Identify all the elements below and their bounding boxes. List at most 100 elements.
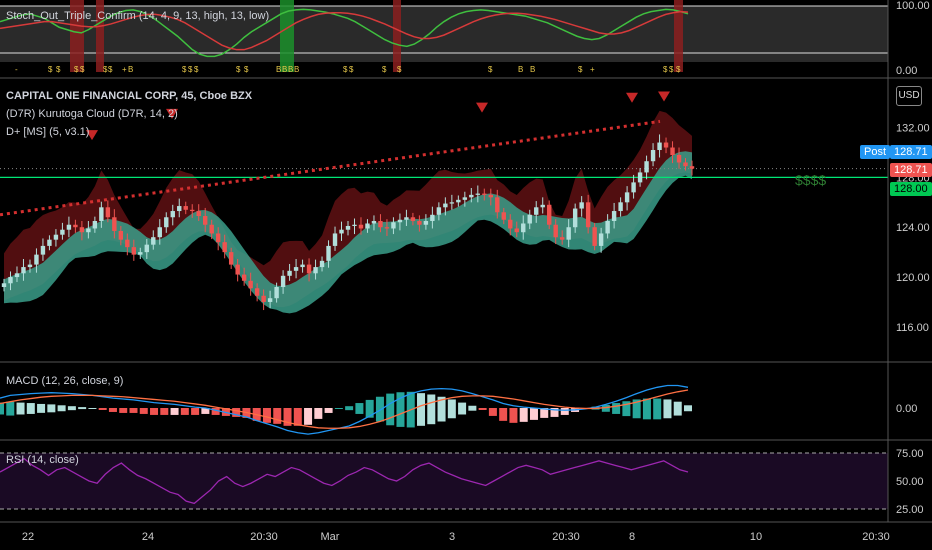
- candle-body: [14, 273, 20, 278]
- macd-histogram-bar: [417, 393, 426, 426]
- candle-body: [306, 264, 312, 274]
- macd-histogram-bar: [427, 394, 436, 425]
- last-price-tag: 128.71: [890, 163, 932, 177]
- stoch-signal-marker: $: [578, 65, 583, 74]
- macd-histogram-bar: [365, 399, 374, 418]
- x-tick-label: 22: [22, 531, 34, 543]
- candle-body: [553, 224, 558, 238]
- candle-body: [215, 233, 221, 243]
- candle-body: [222, 242, 227, 253]
- stoch-signal-marker: $: [182, 65, 187, 74]
- candle-body: [566, 227, 571, 240]
- macd-histogram-bar: [653, 398, 662, 420]
- candle-body: [40, 245, 46, 255]
- sell-triangle: [658, 91, 670, 102]
- macd-title[interactable]: MACD (12, 26, close, 9): [6, 375, 124, 387]
- candle-body: [280, 275, 286, 288]
- macd-histogram-bar: [324, 408, 333, 413]
- stoch-signal-marker: $: [343, 65, 348, 74]
- macd-histogram-bar: [499, 408, 508, 421]
- macd-histogram-bar: [447, 399, 456, 419]
- macd-histogram-bar: [150, 408, 159, 415]
- candle-body: [430, 214, 435, 221]
- candle-body: [235, 264, 240, 275]
- candle-body: [631, 182, 636, 193]
- x-tick-label: 3: [449, 531, 455, 543]
- candle-body: [384, 227, 390, 229]
- candle-body: [131, 247, 137, 255]
- macd-ytick: 0.00: [896, 403, 917, 415]
- candle-body: [66, 224, 72, 230]
- candle-body: [287, 270, 292, 276]
- stoch-line-k: [0, 8, 689, 58]
- rsi-ytick: 75.00: [896, 448, 924, 460]
- kurutoga-title[interactable]: (D7R) Kurutoga Cloud (D7R, 14, 2): [6, 108, 178, 120]
- macd-histogram-bar: [139, 408, 148, 414]
- rsi-ytick: 25.00: [896, 504, 924, 516]
- macd-histogram-bar: [57, 405, 66, 412]
- x-tick-label: 20:30: [862, 531, 890, 543]
- candle-body: [514, 228, 519, 233]
- candle-body: [86, 228, 91, 233]
- candle-body: [579, 202, 584, 209]
- macd-histogram-bar: [26, 403, 35, 414]
- kurutoga-cloud-upper: [4, 110, 692, 308]
- candle-body: [657, 142, 662, 151]
- macd-histogram-bar: [612, 403, 621, 414]
- macd-histogram-bar: [129, 408, 138, 413]
- rsi-title[interactable]: RSI (14, close): [6, 454, 79, 466]
- candle-body: [436, 207, 442, 215]
- stoch-signal-marker: $: [103, 65, 108, 74]
- symbol-title[interactable]: CAPITAL ONE FINANCIAL CORP, 45, Cboe BZX: [6, 90, 253, 102]
- candle-body: [248, 280, 253, 289]
- macd-histogram-bar: [622, 401, 631, 417]
- candle-body: [585, 202, 591, 228]
- dplus-title[interactable]: D+ [MS] (5, v3.1): [6, 126, 90, 138]
- candle-body: [274, 287, 279, 299]
- sell-triangle: [476, 102, 488, 113]
- level-price-tag: 128.00: [890, 182, 932, 196]
- candle-body: [261, 295, 266, 302]
- macd-histogram-bar: [560, 408, 569, 415]
- currency-button[interactable]: USD: [896, 86, 922, 106]
- stoch-title: Stoch_Out_Triple_Confirm (14, 4, 9, 13, …: [6, 10, 270, 22]
- stoch-ytick: 100.00: [896, 0, 930, 12]
- stoch-signal-marker: -: [15, 65, 18, 74]
- macd-histogram-bar: [468, 405, 477, 411]
- macd-histogram-bar: [396, 392, 405, 427]
- x-tick-label: 8: [629, 531, 635, 543]
- candle-body: [190, 209, 195, 212]
- candle-body: [73, 224, 78, 228]
- candle-body: [209, 224, 214, 234]
- candle-body: [598, 233, 604, 246]
- sell-triangle: [626, 92, 638, 103]
- stoch-ytick: 0.00: [896, 65, 917, 77]
- macd-histogram-bar: [488, 408, 497, 416]
- macd-histogram-bar: [550, 408, 559, 417]
- candle-body: [1, 283, 7, 288]
- candle-body: [540, 204, 545, 208]
- macd-histogram-bar: [273, 408, 282, 424]
- macd-histogram-bar: [201, 408, 210, 414]
- price-ytick: 120.00: [896, 272, 930, 284]
- macd-panel: 0.00: [0, 384, 917, 435]
- macd-histogram-bar: [684, 405, 692, 412]
- stoch-signal-marker: $: [80, 65, 85, 74]
- stoch-signal-marker: B: [128, 65, 133, 74]
- macd-histogram-bar: [232, 408, 241, 417]
- dollar-marker: $$$$: [795, 172, 827, 188]
- stoch-signal-column: [393, 0, 401, 72]
- candle-body: [676, 154, 682, 163]
- stoch-signal-marker: $: [108, 65, 113, 74]
- candle-body: [125, 239, 130, 248]
- stoch-signal-marker: $: [236, 65, 241, 74]
- candle-body: [332, 233, 338, 246]
- candle-body: [521, 223, 526, 233]
- candle-body: [241, 274, 247, 281]
- stoch-signal-marker: +: [122, 65, 127, 74]
- macd-histogram-bar: [88, 408, 97, 409]
- macd-histogram-bar: [375, 396, 384, 422]
- candle-body: [572, 208, 578, 228]
- candle-body: [378, 221, 383, 228]
